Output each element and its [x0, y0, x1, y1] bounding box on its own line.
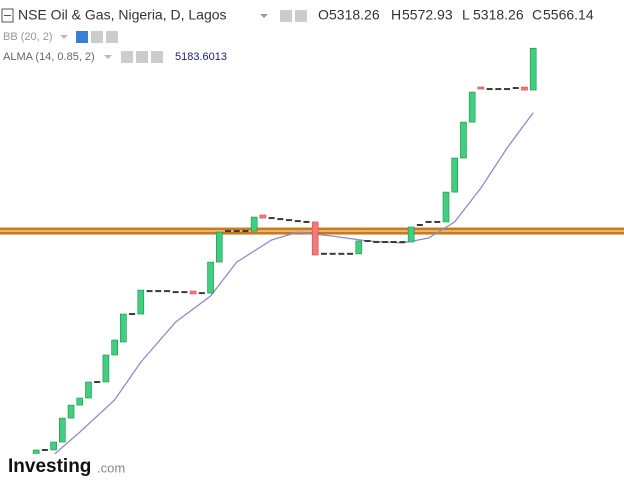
- candle-body: [215, 231, 223, 263]
- ohlc-value: 5572.93: [402, 7, 453, 23]
- candle-body: [320, 252, 327, 255]
- candle-body: [477, 86, 485, 90]
- candle-body: [163, 290, 170, 293]
- alma-label: ALMA (14, 0.85, 2): [3, 51, 95, 63]
- candle-body: [198, 292, 205, 295]
- candle-body: [76, 397, 84, 406]
- ohlc-value: 5566.14: [543, 7, 594, 23]
- candle-body: [137, 289, 145, 315]
- ohlc-row: O 5318.26 H 5572.93 L 5318.26 C 5566.14: [318, 7, 594, 23]
- candle-body: [303, 220, 310, 223]
- candle-body: [225, 230, 231, 233]
- candle-body: [504, 88, 511, 91]
- candle-body: [364, 240, 371, 243]
- ohlc-letter: O: [318, 7, 329, 23]
- candle-body: [347, 252, 354, 255]
- candle-body: [329, 252, 336, 255]
- candle-body: [59, 417, 66, 443]
- candle-body: [259, 214, 267, 219]
- candle-body: [41, 448, 48, 451]
- ohlc-value: 5318.26: [473, 7, 524, 23]
- candle-body: [120, 313, 127, 343]
- candle-body: [233, 230, 240, 233]
- candle-body: [512, 87, 519, 90]
- candle-body: [486, 88, 493, 91]
- candle-body: [442, 191, 450, 223]
- settings-icon[interactable]: [295, 10, 307, 22]
- candle-body: [102, 354, 110, 383]
- candle-body: [390, 241, 397, 244]
- candle-body: [529, 47, 537, 91]
- eye-icon[interactable]: [280, 10, 292, 22]
- close-icon[interactable]: [151, 51, 163, 63]
- eye-icon[interactable]: [76, 31, 88, 43]
- settings-icon[interactable]: [136, 51, 148, 63]
- logo-brand: Investing: [8, 456, 91, 477]
- candle-body: [277, 218, 284, 221]
- dropdown-arrow[interactable]: [260, 14, 268, 18]
- logo-suffix: .com: [97, 460, 125, 475]
- candle-body: [294, 220, 301, 223]
- candle-body: [189, 290, 197, 295]
- ohlc-letter: H: [391, 7, 401, 23]
- candle-body: [207, 261, 214, 294]
- candle-body: [355, 240, 363, 255]
- logo-background: [0, 454, 130, 480]
- candle-body: [268, 217, 275, 220]
- candle-body: [155, 290, 162, 293]
- candle-body: [468, 91, 476, 123]
- candle-body: [425, 220, 432, 223]
- candle-body: [338, 252, 345, 255]
- ohlc-value: 5318.26: [329, 7, 380, 23]
- candle-body: [399, 241, 406, 244]
- candle-body: [250, 216, 258, 232]
- candle-body: [94, 381, 101, 384]
- candle-body: [451, 157, 459, 193]
- candle-body: [111, 339, 118, 356]
- candle-body: [146, 290, 153, 293]
- candle-body: [172, 291, 179, 294]
- candle-body: [416, 223, 423, 226]
- ohlc-letter: L: [462, 7, 470, 23]
- plot-area: [0, 47, 624, 466]
- ohlc-letter: C: [532, 7, 542, 23]
- dropdown-arrow[interactable]: [60, 35, 68, 39]
- alma-line: [9, 112, 534, 466]
- candle-body: [434, 220, 441, 223]
- indicator-label: BB (20, 2): [3, 31, 53, 43]
- eye-icon[interactable]: [121, 51, 133, 63]
- candle-body: [495, 88, 502, 91]
- candle-body: [521, 86, 528, 91]
- chart-title: NSE Oil & Gas, Nigeria, D, Lagos: [18, 7, 227, 23]
- candle-body: [286, 219, 293, 222]
- candle-body: [460, 121, 467, 159]
- settings-icon[interactable]: [91, 31, 103, 43]
- candle-body: [381, 241, 388, 244]
- candle-body: [129, 313, 136, 316]
- candle-body: [67, 404, 75, 419]
- candle-body: [242, 230, 249, 233]
- candle-body: [407, 226, 415, 243]
- candle-body: [311, 221, 319, 256]
- candle-body: [181, 291, 188, 294]
- dropdown-arrow[interactable]: [104, 55, 112, 59]
- alma-value: 5183.6013: [175, 51, 227, 63]
- close-icon[interactable]: [106, 31, 118, 43]
- candle-body: [373, 241, 380, 244]
- candle-body: [85, 381, 92, 399]
- candle-body: [50, 441, 57, 451]
- collapse-icon[interactable]: [1, 8, 14, 23]
